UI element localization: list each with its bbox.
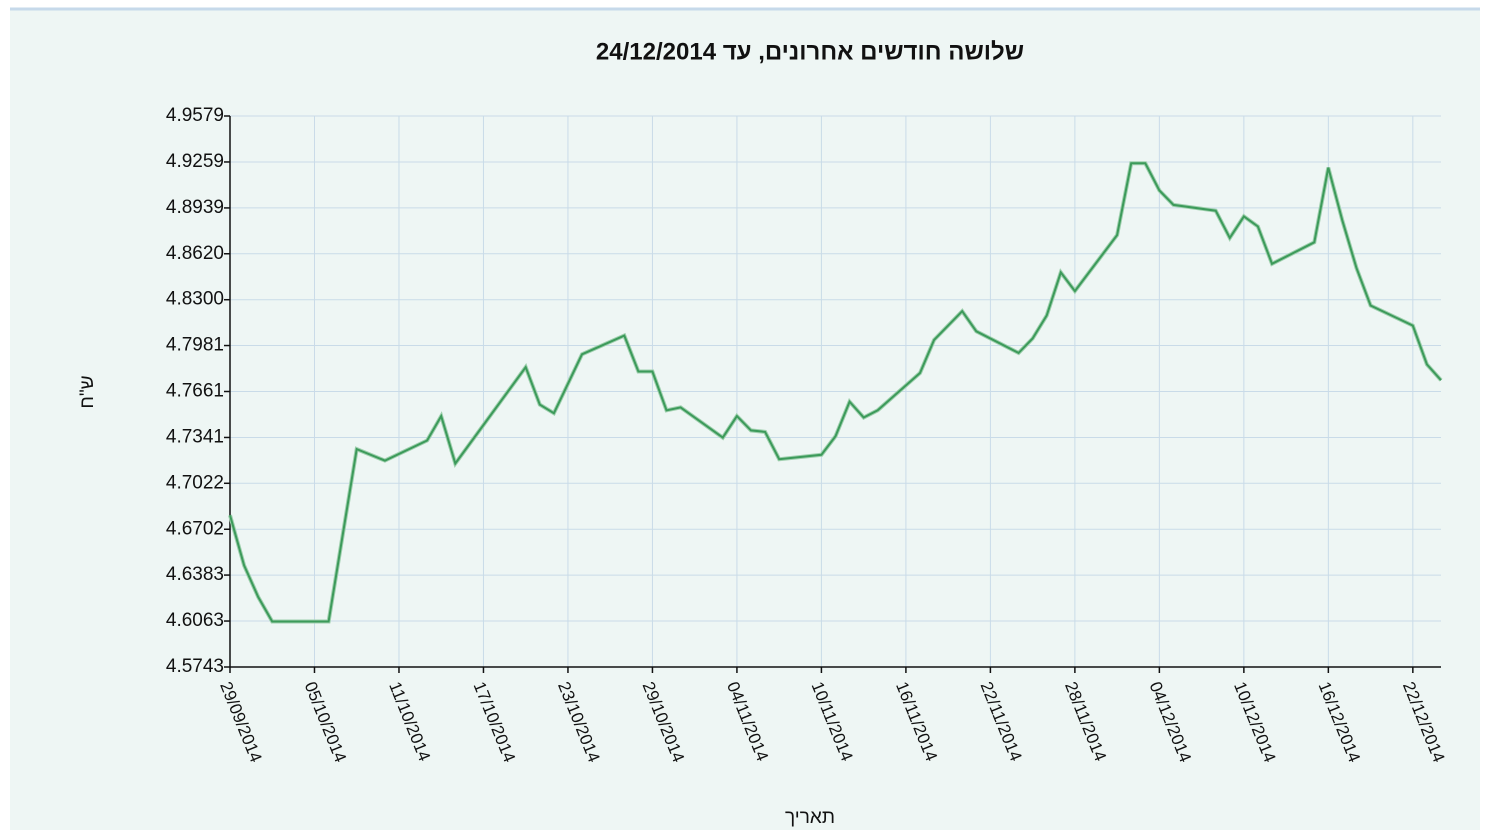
y-tick-label: 4.6383: [166, 564, 224, 585]
y-tick-label: 4.9259: [166, 151, 224, 172]
y-tick-label: 4.7661: [166, 381, 224, 402]
y-tick-label: 4.6702: [166, 518, 224, 539]
y-tick-label: 4.9579: [166, 105, 224, 126]
y-tick-label: 4.5743: [166, 656, 224, 677]
y-tick-label: 4.6063: [166, 610, 224, 631]
y-axis-label: ש"ח: [77, 375, 98, 408]
x-axis-label: תאריך: [785, 807, 835, 828]
y-tick-label: 4.7341: [166, 426, 224, 447]
line: [229, 162, 1442, 623]
y-tick-label: 4.8939: [166, 197, 224, 218]
chart-background: [10, 8, 1480, 830]
y-tick-label: 4.7981: [166, 335, 224, 356]
chart-title: שלושה חודשים אחרונים, עד 24/12/2014: [596, 38, 1024, 65]
y-tick-label: 4.8300: [166, 289, 224, 310]
y-tick-label: 4.7022: [166, 472, 224, 493]
y-tick-label: 4.8620: [166, 243, 224, 264]
